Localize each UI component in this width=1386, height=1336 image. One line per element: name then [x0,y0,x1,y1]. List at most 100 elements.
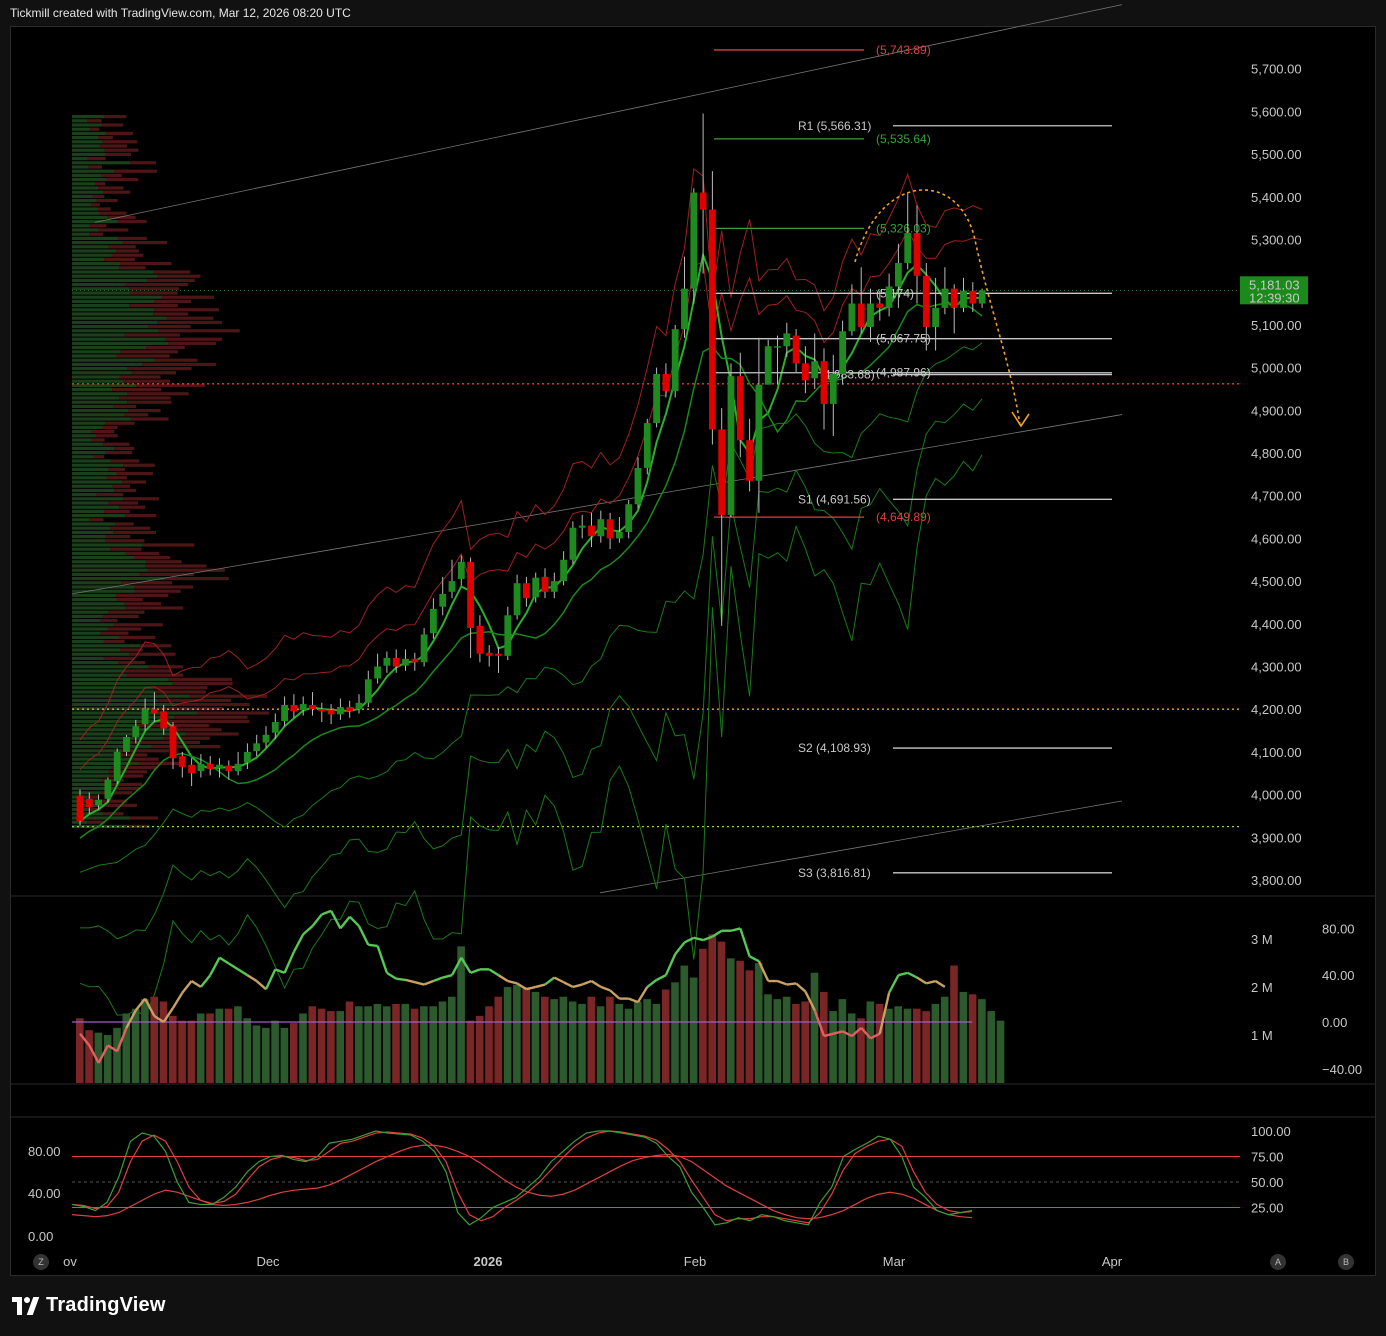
volume-profile-bar [124,283,189,287]
volume-profile-bar [72,669,126,673]
candle-body [764,346,772,385]
level-label: (5,067.75) [876,332,931,346]
level-label: (5,326.03) [876,221,931,235]
rsi-line-segment [636,986,649,1003]
candle-body [318,709,326,712]
volume-profile-bar [105,421,135,425]
zoom-button[interactable]: Z [33,1254,49,1270]
volume-profile-bar [72,346,147,350]
volume-profile-bar [127,392,189,396]
rsi-line-segment [888,974,900,994]
volume-profile-bar [72,648,121,652]
volume-profile-bar [72,274,158,278]
volume-profile-bar [107,215,136,219]
volume-profile-bar [142,543,195,547]
volume-bar [885,1008,893,1083]
volume-profile-bar [72,724,139,728]
rsi-line-segment [907,971,918,979]
volume-profile-bar [172,682,233,686]
candle-body [606,519,614,539]
rsi-line-segment [357,925,370,946]
rsi-tick-label: −40.00 [1322,1062,1362,1077]
volume-profile-bar [72,169,115,173]
volume-profile-bar [72,467,109,471]
volume-profile-bar [72,253,112,257]
volume-bar [308,1006,317,1083]
volume-profile-bar [72,337,166,341]
volume-bar [978,999,986,1083]
volume-profile-bar [89,232,104,236]
rsi-line-segment [823,1032,834,1038]
volume-profile-bar [158,329,240,333]
candle-body [309,704,316,710]
volume-profile-bar [134,585,193,589]
stoch-left-tick-label: 80.00 [28,1144,61,1159]
volume-profile-bar [72,455,94,459]
volume-profile-bar [72,761,139,765]
volume-profile-bar [72,312,154,316]
volume-bar [782,996,791,1083]
volume-profile-bar [114,446,135,450]
y-tick-label: 4,000.00 [1251,788,1302,803]
volume-bar [252,1025,261,1083]
auto-scale-button[interactable]: A [1270,1254,1286,1270]
volume-profile-bar [72,224,90,228]
volume-bar [903,1008,912,1083]
volume-profile-bar [72,677,169,681]
volume-profile-bar [96,799,128,803]
candle-body [755,384,763,481]
volume-profile-bar [91,203,100,207]
candle-body [355,702,363,710]
level-label: (4,649.89) [876,510,931,524]
volume-profile-bar [72,564,146,568]
rsi-line-segment [851,1026,862,1037]
volume-profile-bar [129,652,176,656]
volume-profile-bar [111,766,158,770]
rsi-line-segment [535,983,546,989]
candle-body [457,561,465,579]
candle-body [364,679,372,703]
volume-profile-bar [72,602,125,606]
y-tick-label: 4,300.00 [1251,660,1302,675]
volume-profile-bar [134,589,181,593]
volume-profile-bar [72,194,93,198]
volume-bar [661,989,670,1083]
volume-bar [950,965,958,1083]
volume-profile-bar [72,782,108,786]
volume-profile-bar [72,774,110,778]
volume-profile-bar [129,287,180,291]
volume-profile-bar [114,169,158,173]
rsi-line-segment [488,968,500,977]
rsi-line-segment [609,989,621,1000]
candle-body [541,576,549,592]
volume-profile-bar [72,291,130,295]
volume-bar [215,1008,224,1083]
volume-profile-bar [152,686,208,690]
b-button[interactable]: B [1338,1254,1354,1270]
rsi-tick-label: 40.00 [1322,968,1355,983]
volume-profile-bar [124,606,184,610]
volume-profile-bar [72,652,130,656]
level-label: (5,743.89) [876,43,931,57]
volume-bar [382,1006,391,1083]
volume-bar [131,1008,140,1083]
rsi-line-segment [833,1030,843,1035]
candle-body [523,583,530,599]
candle-body [550,581,558,592]
volume-profile-bar [197,711,270,715]
volume-profile-bar [72,131,106,135]
rsi-line-segment [898,971,908,977]
volume-bar [940,996,949,1083]
volume-profile-bar [72,619,101,623]
volume-profile-bar [72,329,159,333]
channel-line [599,800,1123,894]
volume-profile-bar [72,207,98,211]
rsi-line-segment [302,925,314,936]
volume-profile-bar [72,560,147,564]
volume-profile-bar [72,703,178,707]
candle-body [430,608,437,634]
level-label: R1 (5,566.31) [798,119,871,133]
candle-body [876,303,884,308]
rsi-line-segment [97,1044,109,1064]
